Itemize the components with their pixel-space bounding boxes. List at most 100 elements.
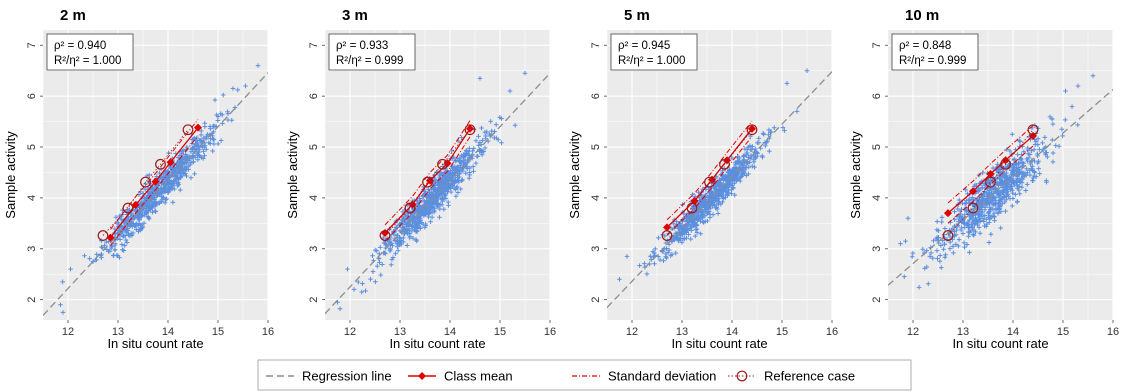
data-point [410, 224, 415, 229]
data-point [493, 122, 499, 127]
data-point [428, 219, 433, 225]
data-point [987, 216, 992, 222]
y-tick-label: 3 [308, 246, 320, 252]
data-point [462, 152, 468, 157]
data-point [60, 310, 66, 315]
y-tick-label: 6 [871, 93, 883, 99]
data-point [439, 196, 445, 202]
data-point [760, 131, 766, 136]
x-tick-label: 13 [394, 326, 406, 338]
data-point [482, 129, 488, 135]
data-point [652, 246, 658, 252]
data-point [737, 160, 743, 165]
std-dev-line-upper [947, 125, 1034, 204]
data-point [637, 263, 642, 268]
data-point [983, 224, 989, 229]
y-axis-label: Sample activity [285, 131, 300, 219]
data-point [441, 206, 447, 212]
data-point [117, 237, 123, 242]
data-point [1059, 126, 1065, 132]
data-point [1032, 170, 1038, 175]
class-mean-marker [986, 169, 995, 178]
data-point [157, 170, 162, 176]
data-point [198, 128, 204, 134]
std-dev-line-lower [384, 136, 471, 242]
data-point [370, 253, 375, 259]
data-point [1014, 178, 1019, 184]
data-point [149, 189, 155, 194]
data-point [58, 302, 63, 308]
plot-area [43, 63, 268, 316]
plot-background [43, 30, 268, 320]
data-point [157, 200, 162, 206]
data-point [987, 209, 992, 214]
reference-line [666, 129, 753, 236]
data-point [165, 182, 171, 188]
data-point [942, 226, 948, 231]
data-point [662, 233, 668, 239]
data-point [1006, 184, 1012, 189]
data-point [931, 238, 936, 244]
x-axis-label: In situ count rate [671, 336, 767, 351]
x-tick-label: 13 [112, 326, 124, 338]
data-point [197, 153, 203, 159]
data-point [1013, 192, 1018, 197]
x-tick-label: 15 [212, 326, 224, 338]
data-point [512, 122, 518, 128]
data-point [942, 254, 948, 260]
data-point [995, 211, 1001, 216]
data-point [930, 255, 936, 261]
data-point [138, 226, 144, 232]
data-point [993, 195, 999, 201]
data-point [718, 172, 724, 178]
data-point [978, 218, 984, 223]
data-point [419, 211, 425, 217]
data-point [397, 240, 402, 246]
data-point [455, 178, 460, 184]
data-point [995, 204, 1001, 210]
data-point [956, 237, 962, 242]
data-point [1003, 192, 1009, 198]
data-point [686, 232, 691, 237]
data-point [905, 215, 911, 221]
data-point [410, 214, 415, 219]
x-axis-label: In situ count rate [952, 336, 1048, 351]
data-point [196, 147, 202, 152]
legend: Regression line Class mean Standard deviat… [257, 359, 912, 391]
data-point [707, 201, 712, 206]
data-point [460, 177, 465, 183]
data-point [986, 240, 992, 245]
data-point [154, 201, 160, 207]
data-point [201, 149, 206, 154]
data-point [747, 143, 753, 149]
data-point [455, 190, 461, 195]
data-point [452, 158, 458, 164]
data-point [467, 165, 473, 171]
y-tick-label: 7 [871, 42, 883, 48]
data-point [725, 179, 730, 185]
class-mean-marker [969, 187, 977, 196]
data-point [192, 171, 197, 177]
data-point [736, 170, 741, 175]
data-point [741, 169, 747, 175]
data-point [1003, 208, 1008, 214]
data-point [184, 144, 190, 150]
data-point [1036, 159, 1041, 164]
data-point [166, 150, 171, 156]
data-point [1025, 158, 1030, 164]
data-point [961, 240, 967, 246]
data-point [482, 145, 488, 151]
data-point [212, 97, 218, 103]
data-point [972, 182, 978, 188]
data-point [677, 221, 683, 226]
data-point [910, 250, 916, 256]
data-point [158, 186, 163, 192]
data-point [924, 248, 930, 253]
data-point [122, 243, 127, 248]
data-point [158, 176, 164, 182]
data-point [150, 209, 155, 215]
data-point [497, 115, 503, 120]
data-point [115, 220, 121, 225]
data-point [1031, 169, 1037, 174]
data-point [995, 170, 1001, 175]
